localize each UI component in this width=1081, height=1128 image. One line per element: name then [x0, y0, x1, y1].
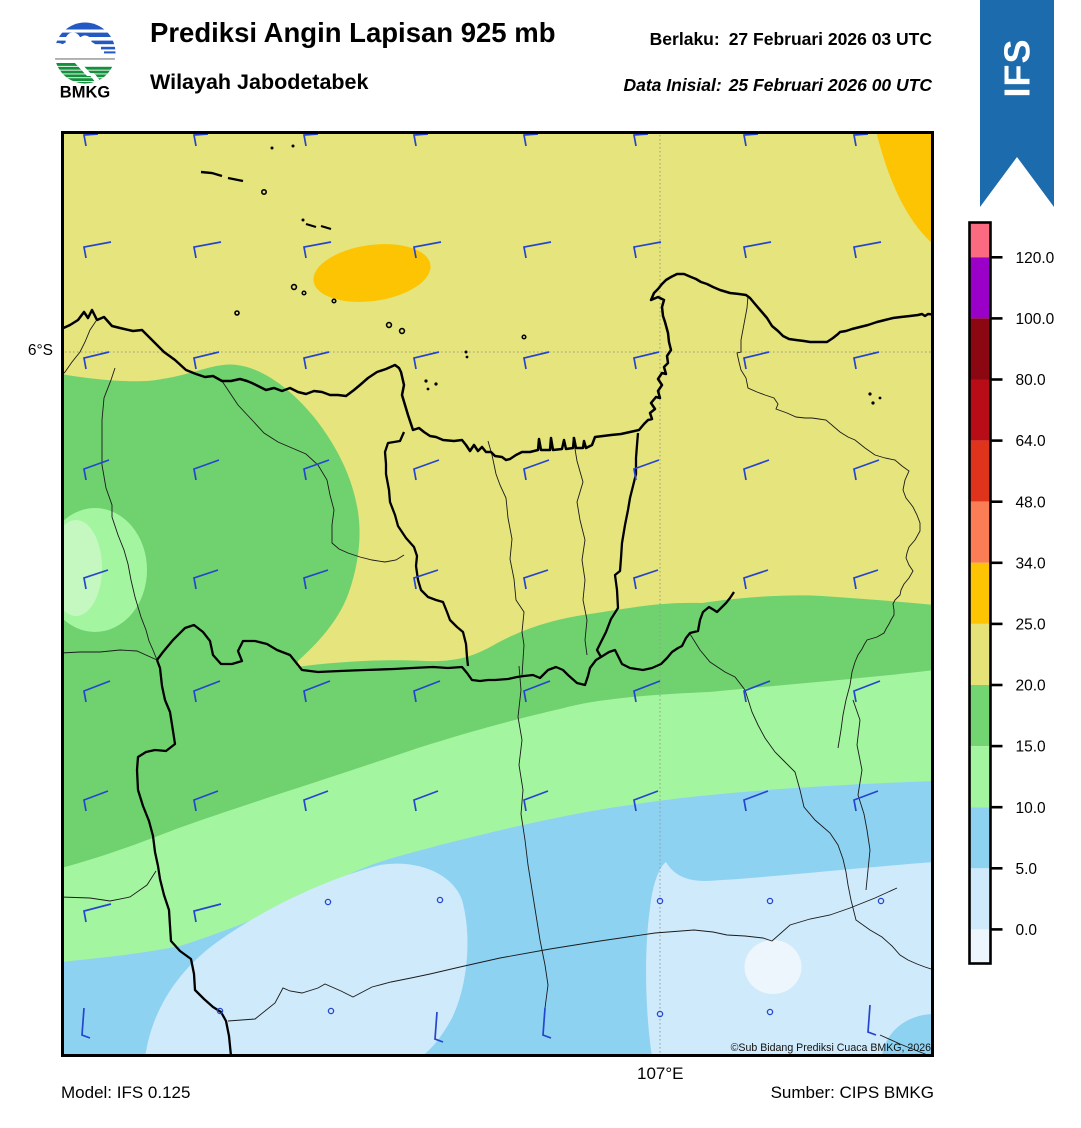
svg-text:10.0: 10.0: [1016, 800, 1047, 817]
svg-text:120.0: 120.0: [1016, 250, 1055, 267]
svg-text:IFS: IFS: [997, 38, 1038, 97]
svg-text:©Sub Bidang Prediksi Cuaca BMK: ©Sub Bidang Prediksi Cuaca BMKG, 2026: [731, 1042, 931, 1054]
svg-text:15.0: 15.0: [1016, 739, 1047, 756]
svg-text:48.0: 48.0: [1016, 494, 1047, 511]
svg-text:5.0: 5.0: [1016, 861, 1038, 878]
svg-text:25.0: 25.0: [1016, 617, 1047, 634]
svg-text:80.0: 80.0: [1016, 372, 1047, 389]
svg-text:100.0: 100.0: [1016, 311, 1055, 328]
svg-text:20.0: 20.0: [1016, 678, 1047, 695]
svg-text:34.0: 34.0: [1016, 555, 1047, 572]
svg-text:BMKG: BMKG: [60, 84, 110, 102]
svg-text:64.0: 64.0: [1016, 433, 1047, 450]
svg-text:0.0: 0.0: [1016, 922, 1038, 939]
